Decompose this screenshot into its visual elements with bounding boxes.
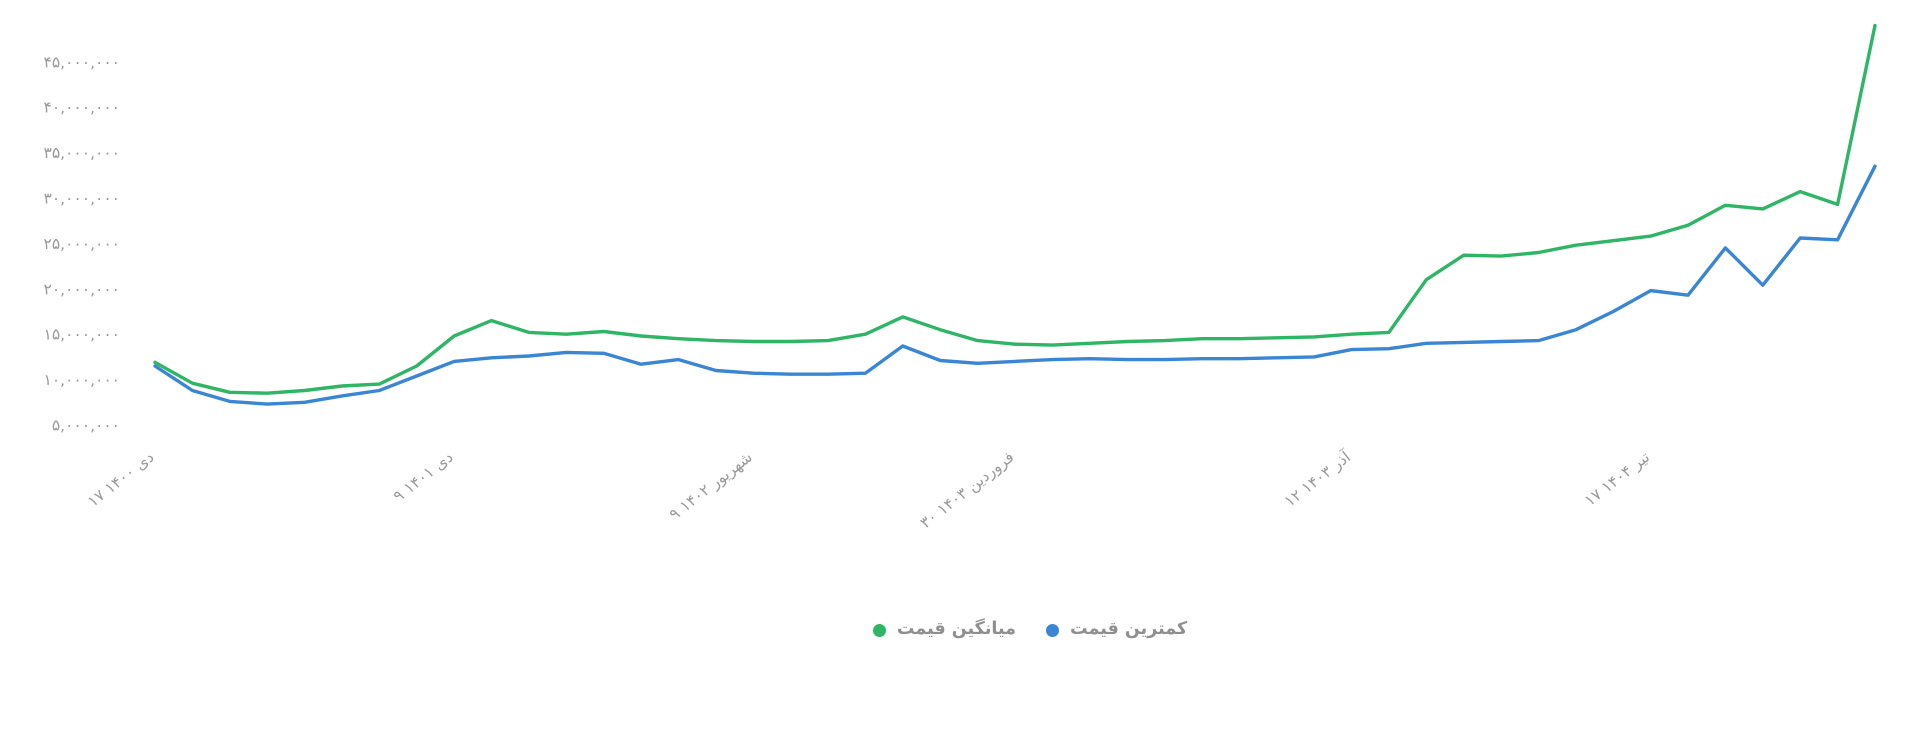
y-axis-tick-label: ۳۵,۰۰۰,۰۰۰ xyxy=(44,144,120,162)
x-axis-tick-label: ۱۷ تیر ۱۴۰۴ xyxy=(1581,448,1653,510)
average-price-line xyxy=(153,23,1877,395)
x-axis-tick-label: ۹ شهریور ۱۴۰۲ xyxy=(666,448,756,525)
legend-label-average-price: میانگین قیمت xyxy=(896,619,1016,640)
lowest-price-dot-icon xyxy=(1045,623,1059,637)
y-axis-tick-label: ۲۰,۰۰۰,۰۰۰ xyxy=(44,280,120,298)
x-axis-tick-label: ۱۷ دی ۱۴۰۰ xyxy=(84,448,157,511)
legend-label-lowest-price: کمترین قیمت xyxy=(1069,619,1188,640)
y-axis-tick-label: ۴۵,۰۰۰,۰۰۰ xyxy=(44,53,120,71)
y-axis-tick-label: ۵,۰۰۰,۰۰۰ xyxy=(52,417,120,435)
y-axis-tick-label: ۱۵,۰۰۰,۰۰۰ xyxy=(44,326,120,344)
legend-item-lowest-price[interactable]: کمترین قیمت xyxy=(1045,619,1188,640)
legend-item-average-price[interactable]: میانگین قیمت xyxy=(872,619,1016,640)
price-chart-svg: ۵,۰۰۰,۰۰۰ ۱۰,۰۰۰,۰۰۰ ۱۵,۰۰۰,۰۰۰ ۲۰,۰۰۰,۰۰۰ ۲… xyxy=(44,23,1877,533)
lowest-price-line xyxy=(153,164,1877,406)
average-price-dot-icon xyxy=(872,623,886,637)
chart-legend: میانگین قیمت کمترین قیمت xyxy=(70,608,1920,652)
x-axis-tick-label: ۱۲ آذر ۱۴۰۳ xyxy=(1280,447,1354,511)
y-axis-tick-label: ۴۰,۰۰۰,۰۰۰ xyxy=(44,99,120,117)
x-axis-tick-label: ۳۰ فروردین ۱۴۰۳ xyxy=(917,448,1018,533)
y-axis-tick-label: ۳۰,۰۰۰,۰۰۰ xyxy=(44,190,120,208)
x-axis-tick-label: ۹ دی ۱۴۰۱ xyxy=(390,448,457,506)
price-history-chart: ۵,۰۰۰,۰۰۰ ۱۰,۰۰۰,۰۰۰ ۱۵,۰۰۰,۰۰۰ ۲۰,۰۰۰,۰۰۰ ۲… xyxy=(44,23,1877,533)
y-axis-tick-label: ۲۵,۰۰۰,۰۰۰ xyxy=(44,235,120,253)
y-axis-tick-label: ۱۰,۰۰۰,۰۰۰ xyxy=(44,371,120,389)
